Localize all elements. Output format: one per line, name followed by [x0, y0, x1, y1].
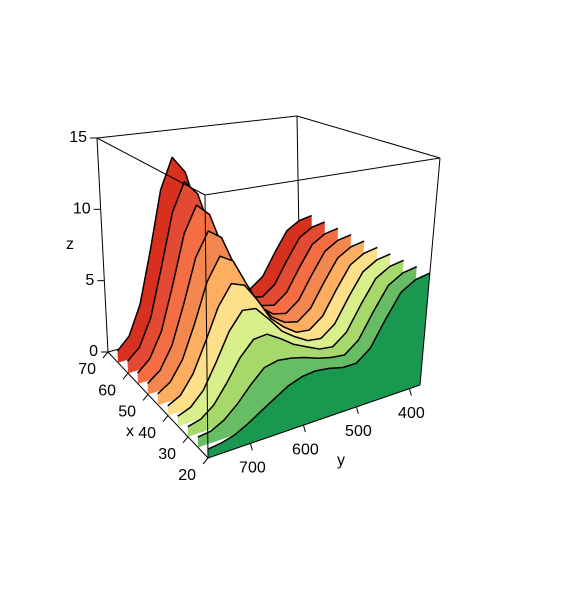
ribbon-line — [177, 253, 391, 417]
ribbon-line — [197, 265, 418, 438]
x-tick-label: 20 — [178, 467, 196, 484]
x-axis-label: x — [126, 423, 134, 440]
ribbon-line — [167, 246, 378, 407]
ribbon-fill — [197, 266, 417, 448]
z-tick-label: 15 — [69, 129, 87, 146]
z-tick-label: 5 — [85, 272, 94, 289]
box-edge — [107, 351, 209, 459]
box-edge — [296, 115, 441, 159]
x-tick — [202, 457, 209, 465]
x-tick-label: 50 — [118, 404, 136, 421]
y-tick — [249, 443, 253, 451]
ribbon-line — [187, 259, 404, 428]
z-tick-label: 10 — [73, 201, 91, 218]
ribbon-fill — [207, 273, 430, 458]
x-tick — [142, 394, 149, 401]
box-edge — [204, 157, 441, 196]
y-tick-label: 600 — [292, 441, 319, 458]
x-tick-label: 40 — [138, 425, 156, 442]
ribbon-fill — [187, 260, 404, 437]
box-edge — [419, 157, 441, 386]
x-tick — [162, 415, 169, 422]
x-tick — [182, 436, 189, 444]
y-tick — [302, 425, 306, 433]
x-tick-label: 60 — [98, 382, 116, 399]
box-edge — [96, 137, 109, 353]
y-tick-label: 700 — [239, 460, 266, 477]
y-tick-label: 400 — [398, 405, 425, 422]
y-axis-label: y — [337, 452, 345, 469]
y-tick — [408, 388, 412, 396]
ribbon-line — [207, 272, 431, 450]
z-tick-label: 0 — [89, 343, 98, 360]
z-axis-label: z — [66, 236, 74, 253]
y-tick-label: 500 — [345, 423, 372, 440]
box-edge — [96, 137, 206, 196]
box-edge — [204, 194, 209, 459]
box-edge — [96, 115, 298, 139]
x-tick — [102, 351, 109, 359]
box-edge — [207, 384, 421, 459]
x-tick — [122, 372, 129, 380]
x-tick-label: 30 — [158, 446, 176, 463]
x-tick-label: 70 — [78, 361, 96, 378]
y-tick — [355, 406, 359, 415]
